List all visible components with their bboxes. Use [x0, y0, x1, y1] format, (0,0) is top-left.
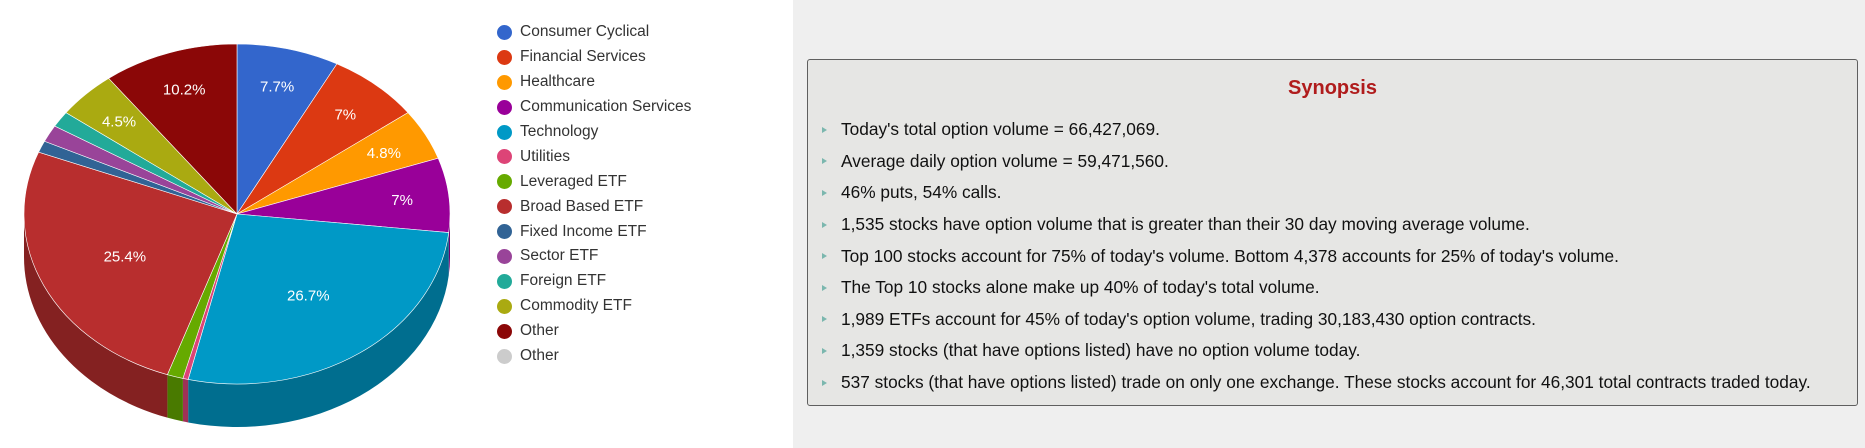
- synopsis-item-text: Average daily option volume = 59,471,560…: [841, 150, 1169, 171]
- legend-swatch: [497, 24, 512, 40]
- bullet-arrow-icon: [822, 158, 827, 165]
- legend-swatch: [497, 199, 512, 215]
- pie-data-labels: 7.7% 7% 4.8% 7% 26.7% 25.4% 4.5% 10.2%: [102, 78, 413, 304]
- legend-item[interactable]: Other: [497, 344, 691, 369]
- legend-label: Other: [520, 347, 559, 365]
- bullet-arrow-icon: [822, 284, 827, 291]
- pie-data-label: 4.5%: [102, 114, 136, 131]
- pie-data-label: 7%: [391, 192, 413, 209]
- legend-swatch: [497, 99, 512, 115]
- legend-label: Healthcare: [520, 73, 595, 91]
- synopsis-item-text: 1,359 stocks (that have options listed) …: [841, 340, 1361, 361]
- synopsis-item: The Top 10 stocks alone make up 40% of t…: [822, 272, 1853, 304]
- legend-item[interactable]: Consumer Cyclical: [497, 20, 691, 45]
- pie-slice[interactable]: [108, 43, 238, 215]
- legend-label: Leveraged ETF: [520, 172, 627, 190]
- legend-item[interactable]: Sector ETF: [497, 244, 691, 269]
- synopsis-item: 1,989 ETFs account for 45% of today's op…: [822, 304, 1853, 336]
- bullet-arrow-icon: [822, 316, 827, 323]
- legend-swatch: [497, 124, 512, 140]
- legend-label: Commodity ETF: [520, 297, 632, 315]
- synopsis-item-text: 1,989 ETFs account for 45% of today's op…: [841, 308, 1536, 329]
- bullet-arrow-icon: [822, 253, 827, 260]
- synopsis-item: 1,359 stocks (that have options listed) …: [822, 335, 1853, 367]
- legend-item[interactable]: Other: [497, 319, 691, 344]
- synopsis-item: Top 100 stocks account for 75% of today'…: [822, 240, 1853, 272]
- pie-slice-side: [448, 214, 450, 276]
- legend-item[interactable]: Utilities: [497, 144, 691, 169]
- legend-label: Consumer Cyclical: [520, 23, 650, 41]
- synopsis-item: 1,535 stocks have option volume that is …: [822, 209, 1853, 241]
- legend-swatch: [497, 49, 512, 65]
- synopsis-item: 537 stocks (that have options listed) tr…: [822, 367, 1853, 399]
- legend-swatch: [497, 149, 512, 165]
- synopsis-title: Synopsis: [1288, 77, 1377, 99]
- legend-item[interactable]: Communication Services: [497, 95, 691, 120]
- synopsis-item-text: 537 stocks (that have options listed) tr…: [841, 372, 1811, 393]
- legend-item[interactable]: Financial Services: [497, 45, 691, 70]
- synopsis-item-text: The Top 10 stocks alone make up 40% of t…: [841, 277, 1320, 298]
- synopsis-item: Average daily option volume = 59,471,560…: [822, 146, 1853, 178]
- pie-data-label: 26.7%: [287, 288, 330, 305]
- legend-swatch: [497, 348, 512, 364]
- synopsis-panel: Synopsis Today's total option volume = 6…: [807, 59, 1858, 406]
- synopsis-item-text: 1,535 stocks have option volume that is …: [841, 214, 1530, 235]
- legend-item[interactable]: Fixed Income ETF: [497, 219, 691, 244]
- pie-slice[interactable]: [187, 213, 450, 385]
- pie-slice-side: [167, 374, 183, 422]
- pie-data-label: 10.2%: [163, 81, 206, 98]
- pie-data-label: 7.7%: [260, 78, 294, 95]
- legend-label: Broad Based ETF: [520, 197, 644, 215]
- legend-swatch: [497, 248, 512, 264]
- pie-slice-side: [23, 214, 168, 418]
- legend-item[interactable]: Foreign ETF: [497, 269, 691, 294]
- legend-item[interactable]: Commodity ETF: [497, 294, 691, 319]
- bullet-arrow-icon: [822, 221, 827, 228]
- legend-item[interactable]: Broad Based ETF: [497, 194, 691, 219]
- legend-swatch: [497, 298, 512, 314]
- legend-swatch: [497, 74, 512, 90]
- legend: Consumer Cyclical Financial Services Healt…: [497, 20, 691, 368]
- legend-swatch: [497, 273, 512, 289]
- legend-swatch: [497, 323, 512, 339]
- legend-item[interactable]: Leveraged ETF: [497, 169, 691, 194]
- legend-label: Communication Services: [520, 98, 692, 116]
- pie-tops: [23, 43, 451, 385]
- pie-data-label: 7%: [334, 106, 356, 123]
- bullet-arrow-icon: [822, 379, 827, 386]
- synopsis-item-text: Today's total option volume = 66,427,069…: [841, 119, 1160, 140]
- legend-label: Financial Services: [520, 48, 646, 66]
- pie-sides: [23, 214, 450, 427]
- legend-label: Other: [520, 322, 559, 340]
- bullet-arrow-icon: [822, 189, 827, 196]
- legend-item[interactable]: Healthcare: [497, 70, 691, 95]
- pie-chart: 7.7% 7% 4.8% 7% 26.7% 25.4% 4.5% 10.2%: [23, 43, 451, 427]
- legend-label: Sector ETF: [520, 247, 599, 265]
- bullet-arrow-icon: [822, 126, 827, 133]
- legend-label: Fixed Income ETF: [520, 222, 647, 240]
- legend-swatch: [497, 224, 512, 240]
- legend-label: Technology: [520, 123, 599, 140]
- synopsis-item-text: Top 100 stocks account for 75% of today'…: [841, 245, 1619, 266]
- pie-data-label: 25.4%: [104, 248, 147, 265]
- legend-label: Foreign ETF: [520, 272, 607, 290]
- legend-label: Utilities: [520, 147, 570, 165]
- pie-slice[interactable]: [23, 151, 238, 376]
- synopsis-list: Today's total option volume = 66,427,069…: [822, 114, 1853, 398]
- synopsis-item-text: 46% puts, 54% calls.: [841, 182, 1002, 203]
- synopsis-item: 46% puts, 54% calls.: [822, 177, 1853, 209]
- chart-panel: 7.7% 7% 4.8% 7% 26.7% 25.4% 4.5% 10.2% Consumer…: [0, 0, 793, 448]
- legend-swatch: [497, 174, 512, 190]
- pie-slice-side: [188, 232, 449, 427]
- legend-item[interactable]: Technology: [497, 120, 691, 145]
- pie-slice[interactable]: [236, 43, 338, 215]
- pie-data-label: 4.8%: [367, 145, 401, 162]
- synopsis-item: Today's total option volume = 66,427,069…: [822, 114, 1853, 146]
- pie-slice-side: [182, 378, 189, 423]
- bullet-arrow-icon: [822, 347, 827, 354]
